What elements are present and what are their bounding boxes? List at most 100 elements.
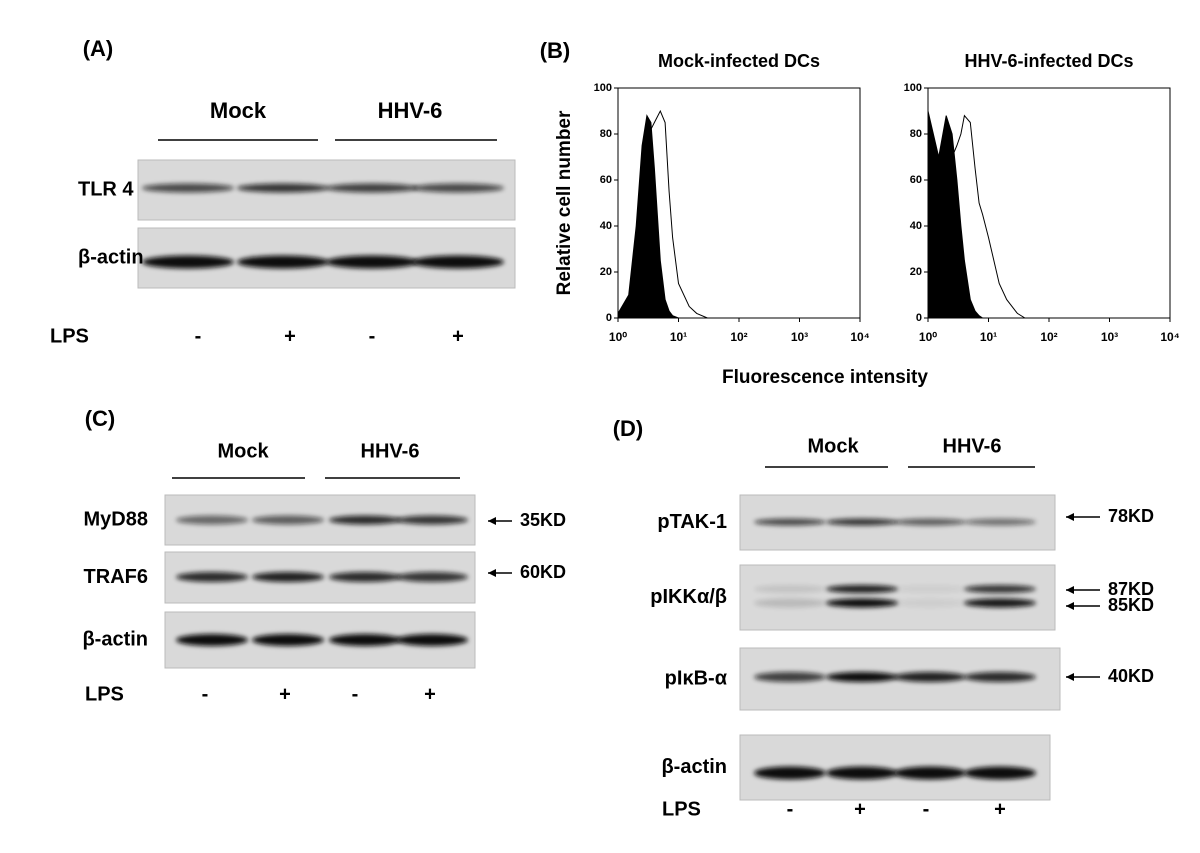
blot-band — [329, 515, 401, 525]
blot-band — [396, 572, 468, 582]
x-tick-label: 10³ — [1101, 330, 1118, 344]
arrow-head — [488, 569, 496, 577]
y-tick-label: 60 — [910, 174, 922, 186]
lps-sign: - — [369, 325, 376, 347]
blot-band — [754, 672, 826, 682]
x-tick-label: 10¹ — [670, 330, 687, 344]
marker-label: 85KD — [1108, 595, 1154, 615]
blot-band — [176, 634, 248, 646]
group-label: Mock — [210, 98, 267, 123]
row-label: TRAF6 — [84, 566, 148, 588]
blot-band — [964, 585, 1036, 593]
blot-band — [329, 572, 401, 582]
x-tick-label: 10² — [1040, 330, 1057, 344]
lps-sign: + — [452, 325, 464, 347]
arrow-head — [1066, 513, 1074, 521]
histogram-area — [927, 110, 1025, 319]
blot-band — [964, 766, 1036, 780]
arrow-head — [488, 517, 496, 525]
x-tick-label: 10⁰ — [919, 330, 937, 344]
lps-sign: + — [854, 798, 866, 820]
y-tick-label: 20 — [600, 266, 612, 278]
y-tick-label: 40 — [600, 220, 612, 232]
blot-band — [142, 183, 234, 193]
blot-band — [894, 766, 966, 780]
blot-band — [826, 585, 898, 593]
marker-label: 35KD — [520, 510, 566, 530]
blot-band — [826, 518, 898, 526]
blot-band — [252, 634, 324, 646]
blot-band — [964, 598, 1036, 608]
row-label: β-actin — [661, 756, 727, 778]
blot-band — [252, 515, 324, 525]
blot-band — [894, 672, 966, 682]
blot-band — [326, 255, 418, 269]
y-tick-label: 100 — [904, 82, 922, 94]
row-label: TLR 4 — [78, 178, 134, 200]
blot-band — [754, 766, 826, 780]
x-tick-label: 10⁴ — [1160, 330, 1179, 344]
lps-sign: + — [424, 683, 436, 705]
histogram-line — [617, 109, 715, 319]
blot-band — [754, 598, 826, 608]
blot-band — [142, 255, 234, 269]
x-tick-label: 10¹ — [980, 330, 997, 344]
lps-label: LPS — [85, 683, 124, 705]
blot-band — [964, 672, 1036, 682]
lps-sign: + — [994, 798, 1006, 820]
blot-band — [396, 634, 468, 646]
blot-band — [964, 518, 1036, 526]
blot-band — [826, 672, 898, 682]
panel-label: (C) — [85, 406, 116, 431]
blot-band — [237, 255, 329, 269]
arrow-head — [1066, 673, 1074, 681]
lps-label: LPS — [50, 325, 89, 347]
marker-label: 78KD — [1108, 506, 1154, 526]
row-label: β-actin — [82, 628, 148, 650]
row-label: β-actin — [78, 246, 144, 268]
blot-band — [176, 572, 248, 582]
group-label: Mock — [217, 440, 269, 462]
lps-sign: - — [352, 683, 359, 705]
group-label: HHV-6 — [361, 440, 420, 462]
marker-label: 60KD — [520, 562, 566, 582]
panel-label: (D) — [613, 416, 644, 441]
blot-band — [396, 515, 468, 525]
y-tick-label: 100 — [594, 82, 612, 94]
row-label: pIKKα/β — [650, 586, 727, 608]
blot-band — [252, 572, 324, 582]
lps-sign: - — [923, 798, 930, 820]
y-axis-label: Relative cell number — [554, 110, 575, 295]
x-axis-label: Fluorescence intensity — [722, 367, 928, 388]
arrow-head — [1066, 586, 1074, 594]
y-tick-label: 40 — [910, 220, 922, 232]
blot-band — [412, 183, 504, 193]
lps-sign: + — [279, 683, 291, 705]
histogram-line — [927, 114, 1026, 319]
lps-sign: - — [202, 683, 209, 705]
arrow-head — [1066, 602, 1074, 610]
blot-strip — [739, 564, 1056, 631]
blot-band — [894, 598, 966, 608]
blot-band — [894, 518, 966, 526]
y-tick-label: 0 — [606, 312, 612, 324]
y-tick-label: 80 — [910, 128, 922, 140]
y-tick-label: 60 — [600, 174, 612, 186]
lps-sign: - — [195, 325, 202, 347]
x-tick-label: 10⁴ — [850, 330, 869, 344]
blot-band — [826, 766, 898, 780]
y-tick-label: 0 — [916, 312, 922, 324]
chart-title: Mock-infected DCs — [658, 51, 820, 71]
blot-band — [754, 518, 826, 526]
blot-band — [176, 515, 248, 525]
group-label: HHV-6 — [378, 98, 443, 123]
row-label: pIκB-α — [665, 667, 728, 689]
blot-band — [894, 585, 966, 593]
blot-band — [412, 255, 504, 269]
blot-band — [329, 634, 401, 646]
group-label: HHV-6 — [943, 435, 1002, 457]
blot-band — [754, 585, 826, 593]
x-tick-label: 10⁰ — [609, 330, 627, 344]
lps-sign: + — [284, 325, 296, 347]
